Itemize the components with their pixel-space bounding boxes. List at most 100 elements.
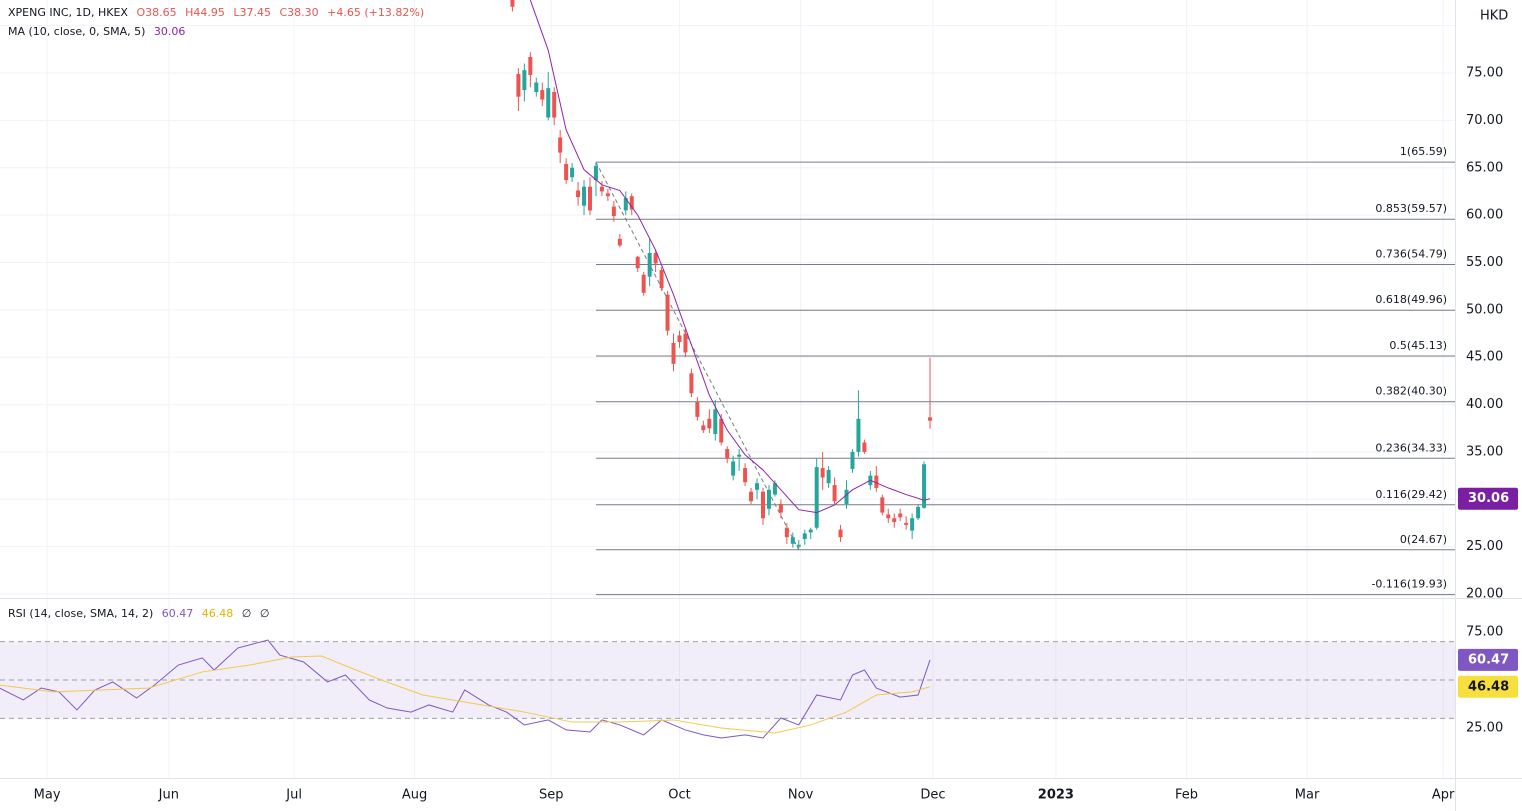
candle-body <box>540 90 545 100</box>
rsi-line <box>0 639 931 739</box>
candle-body <box>713 409 718 434</box>
candle-body <box>778 504 783 513</box>
candle-body <box>653 253 658 264</box>
candle-body <box>516 73 521 97</box>
fib-label: 0.116(29.42) <box>1375 488 1447 501</box>
candle-body <box>689 373 694 394</box>
candle-body <box>570 167 575 178</box>
currency-bg <box>1458 3 1520 29</box>
rsi-extra: ∅ <box>241 607 252 620</box>
rsi-band <box>0 641 1455 719</box>
ohlc: O38.65 <box>136 6 177 19</box>
candle-body <box>749 491 754 502</box>
candle-body <box>665 294 670 331</box>
candle-body <box>904 522 909 525</box>
rsi-extra: ∅ <box>259 607 270 620</box>
candle-body <box>725 449 730 459</box>
grid <box>0 0 1455 778</box>
candle-body <box>510 0 515 7</box>
price-badge <box>1458 675 1518 698</box>
fib-label: 0.736(54.79) <box>1375 247 1447 260</box>
candle-body <box>617 238 622 246</box>
candle-body <box>826 469 831 484</box>
candle-body <box>647 253 652 277</box>
fib-label: 0.618(49.96) <box>1375 293 1447 306</box>
rsi-pane <box>0 639 1455 739</box>
x-tick-label: Apr <box>1432 788 1455 803</box>
candle-body <box>695 401 700 417</box>
rsi-ma-line <box>0 655 931 734</box>
ohlc: C38.30 <box>279 6 319 19</box>
x-tick-label: Mar <box>1295 788 1320 803</box>
x-tick-label: Jun <box>158 788 179 803</box>
candle-body <box>707 418 712 429</box>
candle-body <box>611 206 616 217</box>
fib-label: 0.5(45.13) <box>1389 339 1447 352</box>
candle-body <box>558 137 563 153</box>
candle-body <box>928 417 933 421</box>
candle-body <box>874 475 879 488</box>
y-tick-label: 65.00 <box>1466 160 1503 175</box>
x-tick-label: 2023 <box>1038 788 1074 803</box>
candle-body <box>892 518 897 523</box>
x-tick-label: Sep <box>539 788 564 803</box>
candle-body <box>886 514 891 519</box>
rsi-value: 60.47 <box>161 607 194 620</box>
y-tick-label: 70.00 <box>1466 113 1503 128</box>
trend-line <box>595 161 800 551</box>
rsi-ma-value: 46.48 <box>201 607 234 620</box>
ma-legend: MA (10, close, 0, SMA, 5) 30.06 <box>8 25 190 38</box>
price-pane: 1(65.59) 0.853(59.57) 0.736(54.79) 0.618(49… <box>510 0 1455 596</box>
candle-body <box>522 70 527 91</box>
y-tick-label: 60.00 <box>1466 208 1503 223</box>
candle-body <box>796 544 801 547</box>
candle-body <box>605 193 610 197</box>
y-tick-label: 25.00 <box>1466 539 1503 554</box>
candle-body <box>719 418 724 443</box>
y-tick-label: 35.00 <box>1466 444 1503 459</box>
y-tick-label: 55.00 <box>1466 255 1503 270</box>
candle-body <box>641 274 646 293</box>
candle-body <box>898 513 903 518</box>
candle-body <box>635 256 640 269</box>
ma-title: MA (10, close, 0, SMA, 5) <box>8 25 146 38</box>
candle-body <box>820 468 825 478</box>
y-tick-label: 45.00 <box>1466 350 1503 365</box>
candle-body <box>790 537 795 544</box>
x-tick-label: Feb <box>1175 788 1198 803</box>
candle-body <box>576 190 581 198</box>
candle-body <box>844 489 849 505</box>
fib-label: 0.853(59.57) <box>1375 202 1447 215</box>
fib-label: 0.236(34.33) <box>1375 441 1447 454</box>
y-tick-label: 20.00 <box>1466 587 1503 602</box>
candle-body <box>814 467 819 528</box>
candle-body <box>582 186 587 206</box>
fib-label: -0.116(19.93) <box>1371 578 1447 591</box>
x-tick-label: Jul <box>285 788 302 803</box>
price-badge-label: 30.06 <box>1468 491 1509 506</box>
candle-body <box>802 533 807 540</box>
y-tick-label: 50.00 <box>1466 302 1503 317</box>
y-tick-label: 40.00 <box>1466 397 1503 412</box>
candle-body <box>850 451 855 469</box>
candle-body <box>737 454 742 457</box>
x-tick-label: Aug <box>402 788 427 803</box>
candle-body <box>766 489 771 509</box>
candle-body <box>880 497 885 513</box>
candle-body <box>659 270 664 289</box>
x-tick-label: Nov <box>788 788 814 803</box>
candle-body <box>755 483 760 490</box>
candle-body <box>910 518 915 531</box>
candle-body <box>832 485 837 502</box>
candle-body <box>772 483 777 495</box>
candle-body <box>587 186 592 211</box>
candle-body <box>552 91 557 118</box>
ohlc: H44.95 <box>185 6 225 19</box>
change: +4.65 (+13.82%) <box>327 6 425 19</box>
candle-body <box>629 196 634 210</box>
price-badge-label: 60.47 <box>1468 652 1509 667</box>
y-tick-label: 75.00 <box>1466 625 1503 640</box>
currency: HKD <box>1480 9 1508 24</box>
candle-body <box>593 165 598 181</box>
